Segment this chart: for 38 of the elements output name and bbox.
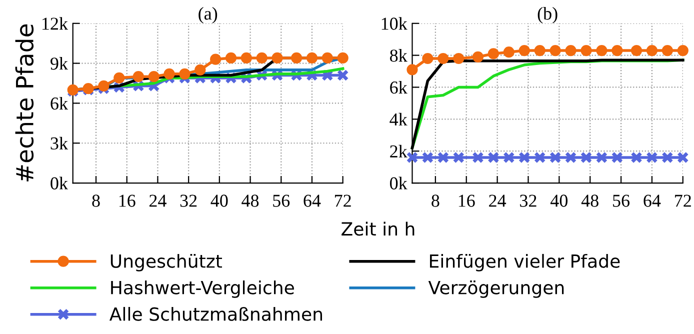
x-tick-label: 8 xyxy=(432,194,440,207)
y-tick-label: 0k xyxy=(50,176,68,190)
y-tick-label: 8k xyxy=(390,49,408,62)
x-tick-label: 72 xyxy=(335,194,351,207)
legend-label: Hashwert-Vergleiche xyxy=(111,280,294,298)
x-tick-label: 24 xyxy=(489,194,506,207)
x-tick-label: 64 xyxy=(644,194,661,207)
x-tick-label: 32 xyxy=(520,194,536,207)
x-tick-label: 24 xyxy=(149,194,166,207)
x-tick-label: 48 xyxy=(242,194,259,207)
x-tick-label: 72 xyxy=(675,194,691,207)
x-tick-label: 16 xyxy=(458,194,475,207)
y-tick-label: 2k xyxy=(390,144,408,158)
y-axis-title: #echte Pfade xyxy=(15,24,34,182)
y-tick-label: 6k xyxy=(390,80,408,94)
y-tick-label: 10k xyxy=(382,17,408,30)
x-tick-label: 40 xyxy=(550,194,568,207)
x-tick-label: 40 xyxy=(210,194,228,207)
x-tick-label: 8 xyxy=(92,194,100,207)
x-axis-title: Zeit in h xyxy=(342,222,414,236)
y-tick-label: 12k xyxy=(42,17,68,30)
x-tick-label: 64 xyxy=(304,194,321,207)
chart-title: (a) xyxy=(198,7,218,24)
legend-label: Ungeschützt xyxy=(110,254,222,272)
x-tick-label: 56 xyxy=(613,194,630,207)
y-tick-label: 0k xyxy=(390,176,408,190)
y-tick-label: 6k xyxy=(50,96,68,110)
legend-label: Einfügen vieler Pfade xyxy=(430,254,620,272)
x-tick-label: 56 xyxy=(273,194,290,207)
y-tick-label: 3k xyxy=(50,136,68,150)
y-tick-label: 4k xyxy=(390,112,408,126)
x-tick-label: 32 xyxy=(180,194,197,207)
legend-label: Alle Schutzmaßnahmen xyxy=(109,306,322,321)
y-tick-label: 9k xyxy=(50,57,68,70)
x-tick-label: 48 xyxy=(581,194,598,207)
chart-title: (b) xyxy=(538,7,558,24)
legend-label: Verzögerungen xyxy=(428,280,564,298)
x-tick-label: 16 xyxy=(119,194,136,207)
